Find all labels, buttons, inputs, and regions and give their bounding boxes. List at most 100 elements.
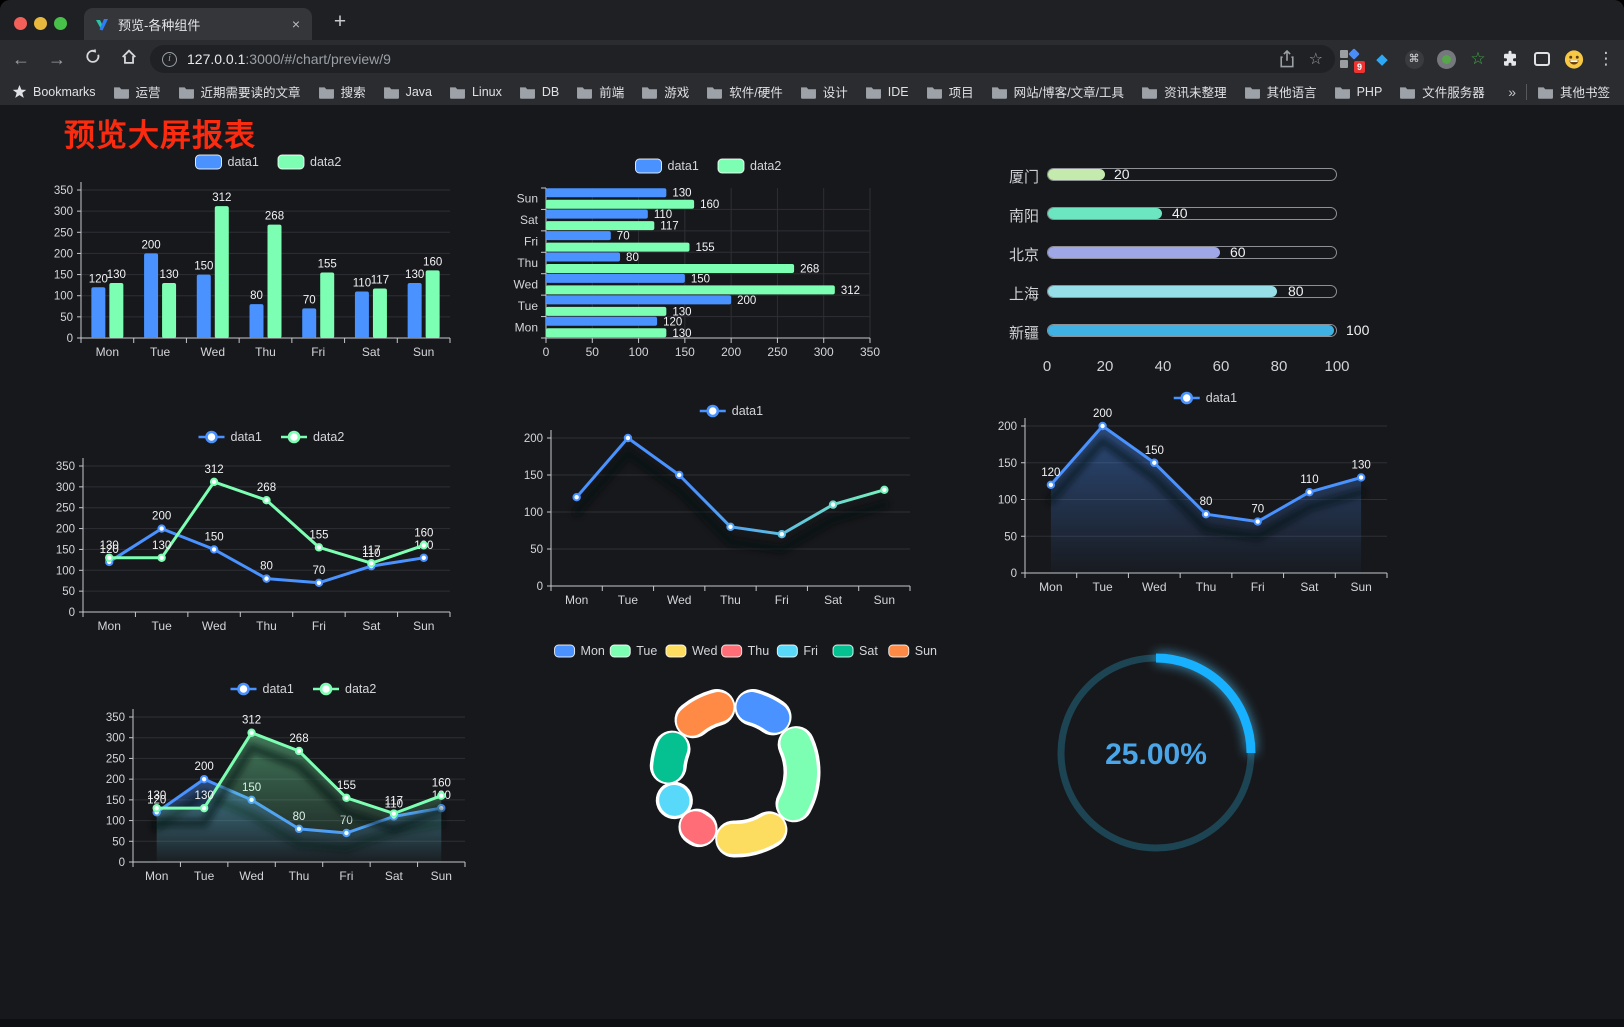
data-point[interactable] <box>157 524 166 533</box>
minimize-window-button[interactable] <box>34 17 47 30</box>
bookmark-folder[interactable]: 前端 <box>576 82 624 101</box>
bar-data1[interactable] <box>91 287 106 338</box>
bar-data2[interactable] <box>372 288 387 338</box>
legend-item-Sun[interactable]: Sun <box>888 644 937 658</box>
chart-area-dual[interactable]: data1 data2 0 50 100 150 200 250 300 350 Mon Tue Wed… <box>100 672 520 889</box>
data-point[interactable] <box>262 574 271 583</box>
chart-line-gradient[interactable]: data1 0 50 100 150 200 Mon Tue Wed Thu Fri Sat Sun <box>505 398 920 610</box>
extensions-puzzle-icon[interactable] <box>1500 49 1520 69</box>
progress-row-新疆[interactable]: 新疆 100 <box>995 322 1395 342</box>
data-point[interactable] <box>1098 421 1107 431</box>
progress-row-北京[interactable]: 北京 60 <box>995 244 1395 264</box>
data-point[interactable] <box>1356 473 1366 482</box>
data-point[interactable] <box>247 728 256 737</box>
close-window-button[interactable] <box>14 17 27 30</box>
data-point[interactable] <box>209 477 219 487</box>
legend-item-data1[interactable]: data1 <box>198 430 262 444</box>
data-point[interactable] <box>314 543 324 552</box>
data-point[interactable] <box>1201 510 1211 519</box>
bar-data2[interactable] <box>546 328 667 338</box>
pie-slice-Sat[interactable] <box>653 732 688 783</box>
data-point[interactable] <box>367 558 376 568</box>
legend-item-Mon[interactable]: Mon <box>554 644 605 658</box>
legend-item-Wed[interactable]: Wed <box>665 644 718 658</box>
legend-item-Tue[interactable]: Tue <box>609 644 657 658</box>
bookmarks-overflow-chevron[interactable]: » <box>1508 83 1516 100</box>
bar-data1[interactable] <box>249 304 264 338</box>
site-info-icon[interactable]: i <box>162 51 177 67</box>
bookmark-folder[interactable]: 设计 <box>800 82 848 101</box>
bar-data1[interactable] <box>546 316 658 326</box>
new-tab-button[interactable]: + <box>333 10 347 33</box>
legend-item-data2[interactable]: data2 <box>717 158 781 174</box>
other-bookmarks-folder[interactable]: 其他书签 <box>1537 82 1610 101</box>
bookmark-folder[interactable]: 网站/博客/文章/工具 <box>991 82 1124 101</box>
legend-item-data2[interactable]: data2 <box>281 430 344 444</box>
chart-bar-grouped[interactable]: data1 data2 0 50 100 150 200 250 300 350 Mon Tue Wed… <box>45 148 460 363</box>
pie-slice-Thu[interactable] <box>680 811 716 845</box>
data-point[interactable] <box>342 793 351 802</box>
green-star-extension-icon[interactable]: ☆ <box>1470 49 1486 68</box>
bookmarks-root[interactable]: Bookmarks <box>12 84 96 99</box>
bar-data1[interactable] <box>407 283 422 338</box>
data-point[interactable] <box>1150 458 1159 467</box>
bookmark-folder[interactable]: DB <box>519 85 559 99</box>
bar-data1[interactable] <box>546 231 611 241</box>
data-point[interactable] <box>419 541 428 550</box>
data-point[interactable] <box>828 500 838 509</box>
url-bar[interactable]: i 127.0.0.1:3000/#/chart/preview/9 ☆ <box>150 45 1335 73</box>
chart-area-single[interactable]: data1 0 50 100 150 200 Mon Tue Wed Thu Fri Sat Sun 12… <box>985 390 1395 597</box>
data-point[interactable] <box>105 553 114 562</box>
bar-data2[interactable] <box>546 306 667 316</box>
bar-data2[interactable] <box>546 199 695 209</box>
data-point[interactable] <box>199 803 209 813</box>
bookmark-folder[interactable]: Java <box>383 85 432 99</box>
bookmark-folder[interactable]: 文件服务器 <box>1399 82 1485 101</box>
data-point[interactable] <box>157 553 166 562</box>
legend-item-data1[interactable]: data1 <box>635 158 699 174</box>
data-point[interactable] <box>726 522 735 532</box>
chart-line-dual[interactable]: data1 data2 0 50 100 150 200 250 300 350 Mon Tue Wed… <box>45 422 460 637</box>
bar-data1[interactable] <box>546 273 685 283</box>
progress-row-上海[interactable]: 上海 80 <box>995 283 1395 303</box>
data-point[interactable] <box>1305 487 1314 497</box>
legend-item-data2[interactable]: data2 <box>277 154 341 170</box>
legend-item-data1[interactable]: data1 <box>699 404 763 418</box>
legend-item-Thu[interactable]: Thu <box>721 644 770 658</box>
pie-slice-Tue[interactable] <box>778 728 817 821</box>
bookmark-folder[interactable]: IDE <box>865 85 909 99</box>
progress-row-南阳[interactable]: 南阳 40 <box>995 205 1395 225</box>
bookmark-folder[interactable]: 其他语言 <box>1244 82 1317 101</box>
progress-row-厦门[interactable]: 厦门 20 <box>995 166 1395 186</box>
bookmark-folder[interactable]: Linux <box>449 85 502 99</box>
bar-data1[interactable] <box>546 188 667 198</box>
bookmark-folder[interactable]: 资讯未整理 <box>1141 82 1227 101</box>
bar-data2[interactable] <box>546 264 795 273</box>
command-extension-icon[interactable]: ⌘ <box>1404 49 1424 69</box>
bookmark-folder[interactable]: 游戏 <box>641 82 689 101</box>
data-point[interactable] <box>880 485 889 495</box>
browser-tab[interactable]: 预览-各种组件 × <box>84 8 312 40</box>
pie-slice-Sun[interactable] <box>676 692 734 736</box>
share-icon[interactable] <box>1279 50 1295 68</box>
bookmark-folder[interactable]: 近期需要读的文章 <box>178 82 301 101</box>
data-point[interactable] <box>623 433 633 443</box>
bar-data2[interactable] <box>214 206 229 338</box>
profile-avatar[interactable] <box>1564 49 1584 69</box>
bar-data1[interactable] <box>144 253 159 338</box>
data-point[interactable] <box>572 493 581 502</box>
chart-progress-bars[interactable]: 厦门 20 南阳 40 北京 60 上海 80 新疆 100 0 20 40 60 80 100 <box>995 150 1395 385</box>
data-point[interactable] <box>675 470 684 480</box>
data-point[interactable] <box>1253 517 1262 526</box>
bookmark-folder[interactable]: 运营 <box>113 82 161 101</box>
bookmark-folder[interactable]: PHP <box>1334 85 1382 99</box>
bar-data1[interactable] <box>196 274 211 338</box>
data-point[interactable] <box>152 803 161 813</box>
bookmark-folder[interactable]: 项目 <box>926 82 974 101</box>
bar-data2[interactable] <box>546 221 655 231</box>
reload-icon[interactable] <box>78 48 108 71</box>
bar-data2[interactable] <box>425 270 440 338</box>
data-point[interactable] <box>777 530 786 539</box>
bar-data1[interactable] <box>354 291 369 338</box>
chart-donut[interactable]: Mon Tue Wed Thu Fri Sat Sun <box>545 635 945 885</box>
